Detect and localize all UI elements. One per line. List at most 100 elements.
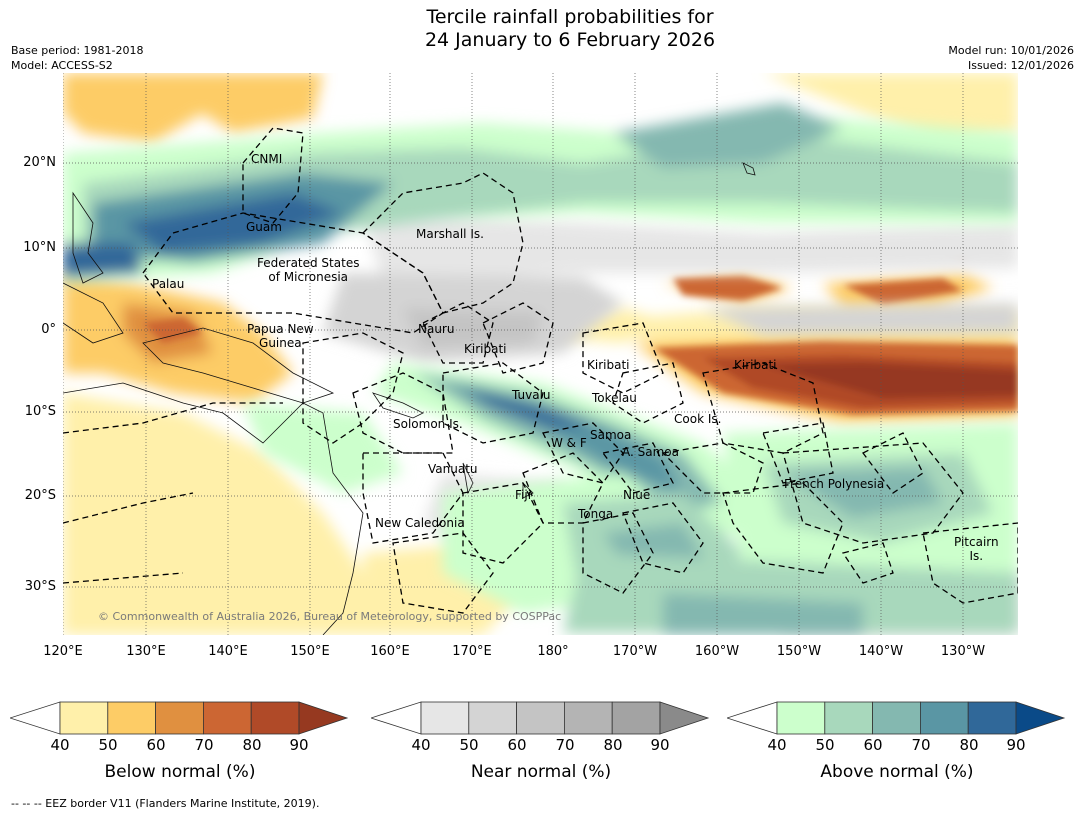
place-pitcairn: Pitcairn Is. [954, 535, 999, 563]
tick-label: 90 [289, 736, 309, 754]
colorbar-swatch [250, 701, 300, 735]
lat-label-30s: 30°S [24, 579, 56, 594]
tick-label: 60 [863, 736, 883, 754]
meta-left: Base period: 1981-2018 Model: ACCESS-S2 [11, 43, 143, 73]
tick-label: 40 [411, 736, 431, 754]
title-line-1: Tercile rainfall probabilities for [426, 6, 714, 28]
tick-label: 60 [507, 736, 527, 754]
lat-label-20s: 20°S [24, 488, 56, 503]
place-samoa: Samoa [590, 428, 632, 442]
copyright-notice: © Commonwealth of Australia 2026, Bureau… [98, 610, 562, 623]
lon-label-150e: 150°E [290, 644, 330, 659]
colorbar-swatch [516, 701, 565, 735]
colorbar-below-arrow-low [10, 701, 61, 735]
lon-label-160w: 160°W [694, 644, 740, 659]
place-png: Papua New Guinea [247, 322, 314, 350]
colorbar-swatch [155, 701, 204, 735]
colorbar-swatch [919, 701, 969, 735]
title-line-2: 24 January to 6 February 2026 [424, 29, 716, 51]
base-period: Base period: 1981-2018 [11, 44, 144, 57]
place-tuvalu: Tuvalu [512, 388, 551, 402]
lon-label-130w: 130°W [940, 644, 986, 659]
lon-label-140e: 140°E [208, 644, 248, 659]
lon-label-130e: 130°E [126, 644, 166, 659]
tick-label: 90 [1006, 736, 1026, 754]
lon-label-140w: 140°W [858, 644, 904, 659]
lat-label-10s: 10°S [24, 404, 56, 419]
lon-label-170e: 170°E [452, 644, 492, 659]
lon-label-160e: 160°E [370, 644, 410, 659]
place-kiribati-central: Kiribati [587, 358, 630, 372]
place-wallis-futuna: W & F [551, 436, 587, 450]
graticule [63, 73, 1018, 635]
lon-label-180: 180° [537, 644, 569, 659]
place-tokelau: Tokelau [592, 391, 637, 405]
colorbar-above-arrow-high [1015, 701, 1066, 735]
lon-label-170w: 170°W [612, 644, 658, 659]
colorbar-below-title: Below normal (%) [104, 762, 256, 782]
colorbar-near-arrow-low [371, 701, 422, 735]
eez-legend-note: -- -- -- EEZ border V11 (Flanders Marine… [11, 797, 320, 810]
tick-label: 40 [767, 736, 787, 754]
place-french-polynesia: French Polynesia [784, 477, 885, 491]
tick-label: 50 [98, 736, 118, 754]
tick-label: 70 [555, 736, 575, 754]
tick-label: 60 [146, 736, 166, 754]
place-solomon: Solomon Is. [393, 417, 463, 431]
place-tonga: Tonga [578, 507, 614, 521]
colorbar-swatch [611, 701, 661, 735]
colorbar-near-arrow-high [659, 701, 710, 735]
probability-map [63, 73, 1018, 635]
colorbar-swatch [468, 701, 518, 735]
colorbar-swatch [59, 701, 109, 735]
colorbar-above-title: Above normal (%) [820, 762, 974, 782]
colorbar-below-arrow-high [298, 701, 349, 735]
place-palau: Palau [152, 277, 185, 291]
place-fiji: Fiji [515, 488, 532, 502]
lon-label-150w: 150°W [776, 644, 822, 659]
map-canvas [63, 73, 1018, 635]
colorbar-swatch [776, 701, 826, 735]
colorbar-above-normal [727, 701, 1066, 735]
place-cook-islands: Cook Is. [674, 412, 722, 426]
colorbar-swatch [563, 701, 613, 735]
eez-borders [63, 127, 1018, 614]
tick-label: 80 [959, 736, 979, 754]
place-nauru: Nauru [418, 322, 455, 336]
colorbar-swatch [107, 701, 157, 735]
colorbar-near-title: Near normal (%) [470, 762, 612, 782]
place-cnmi: CNMI [251, 152, 283, 166]
colorbar-swatch [420, 701, 470, 735]
lat-label-10n: 10°N [23, 240, 56, 255]
issued-date: Issued: 12/01/2026 [967, 59, 1074, 72]
place-guam: Guam [246, 220, 282, 234]
colorbar-swatch [967, 701, 1017, 735]
place-vanuatu: Vanuatu [428, 462, 478, 476]
colorbar-swatch [202, 701, 252, 735]
place-fsm: Federated States of Micronesia [257, 256, 360, 284]
tick-label: 50 [459, 736, 479, 754]
meta-right: Model run: 10/01/2026 Issued: 12/01/2026 [948, 43, 1074, 73]
place-new-caledonia: New Caledonia [375, 516, 465, 530]
place-kiribati-east: Kiribati [734, 358, 777, 372]
model-name: Model: ACCESS-S2 [11, 59, 113, 72]
chart-title: Tercile rainfall probabilities for 24 Ja… [0, 6, 1085, 52]
tick-label: 50 [815, 736, 835, 754]
tick-label: 90 [650, 736, 670, 754]
tick-label: 80 [242, 736, 262, 754]
tick-label: 80 [603, 736, 623, 754]
place-marshall: Marshall Is. [416, 227, 484, 241]
tick-label: 40 [50, 736, 70, 754]
colorbar-above-arrow-low [727, 701, 778, 735]
place-kiribati-west: Kiribati [464, 342, 507, 356]
tick-label: 70 [911, 736, 931, 754]
lon-label-120e: 120°E [43, 644, 83, 659]
model-run: Model run: 10/01/2026 [948, 44, 1074, 57]
lat-label-0: 0° [41, 322, 56, 337]
place-niue: Niue [623, 488, 651, 502]
below-normal-cores [143, 243, 1018, 415]
lat-label-20n: 20°N [23, 155, 56, 170]
place-american-samoa: A. Samoa [622, 445, 679, 459]
colorbar-swatch [824, 701, 874, 735]
tick-label: 70 [194, 736, 214, 754]
